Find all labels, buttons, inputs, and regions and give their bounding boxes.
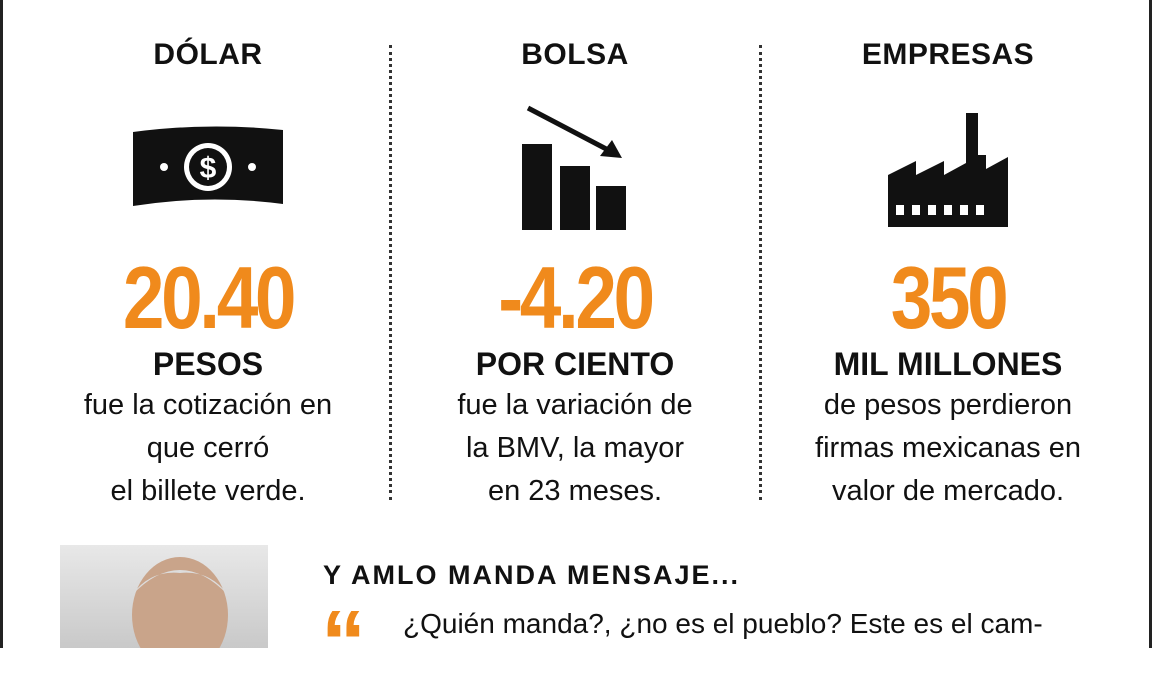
- icon: $: [23, 82, 393, 252]
- column-title: BOLSA: [521, 38, 629, 71]
- description-line: fue la cotización en: [83, 389, 333, 421]
- photo: [60, 545, 268, 673]
- description-line: la BMV, la mayor: [465, 432, 685, 464]
- description-line: fue la variación de: [457, 389, 693, 421]
- svg-text:$: $: [200, 152, 217, 185]
- icon: [390, 82, 760, 252]
- description: fue la cotización en que cerró el billet…: [23, 384, 393, 513]
- column: EMPRESAS 350 MIL MILLONES de pesos perdi…: [763, 38, 1133, 513]
- column: DÓLAR $ 20.40 PESOS fue la cotización en…: [23, 38, 393, 513]
- description-line: en 23 meses.: [487, 475, 663, 507]
- message-heading: Y AMLO MANDA MENSAJE...: [323, 560, 741, 590]
- description: fue la variación de la BMV, la mayor en …: [390, 384, 760, 513]
- description-line: firmas mexicanas en: [815, 432, 1081, 464]
- description-line: el billete verde.: [110, 475, 306, 507]
- dollar-icon: $: [133, 126, 283, 206]
- figure: -4.20: [498, 248, 655, 347]
- description-line: que cerró: [146, 432, 270, 464]
- factory-icon: [887, 112, 1008, 227]
- description: de pesos perdieron firmas mexicanas en v…: [763, 384, 1133, 513]
- portrait: [132, 557, 228, 673]
- column-title: DÓLAR: [153, 38, 263, 71]
- unit: POR CIENTO: [475, 346, 675, 382]
- separator: [389, 45, 392, 500]
- column-title: EMPRESAS: [861, 38, 1035, 71]
- column: BOLSA -4.20 POR CIENTO fue la variación …: [390, 38, 760, 513]
- unit: PESOS: [152, 346, 264, 382]
- separator: [759, 45, 762, 500]
- quote: ¿Quién manda?, ¿no es el pueblo? Este es…: [403, 608, 1043, 639]
- figure: 20.40: [122, 248, 297, 347]
- unit: MIL MILLONES: [833, 346, 1063, 382]
- quote-mark: “: [321, 593, 366, 693]
- description-line: de pesos perdieron: [823, 389, 1073, 421]
- falling-bars-icon: [522, 105, 626, 230]
- description-line: valor de mercado.: [831, 475, 1065, 507]
- figure: 350: [890, 248, 1009, 347]
- icon: [763, 82, 1133, 252]
